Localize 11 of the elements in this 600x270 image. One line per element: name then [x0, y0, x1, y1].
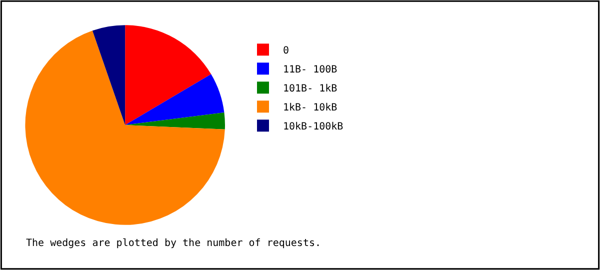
text: The wedges are plotted by the number of requests.	[26, 238, 322, 249]
pie-slice	[25, 30, 225, 225]
pie-slice	[125, 74, 224, 126]
pie-slice	[92, 25, 126, 126]
legend-label: 11B- 100B	[283, 64, 338, 76]
legend-label: 1kB- 10kB	[283, 102, 338, 114]
legend-label: 10kB-100kB	[283, 122, 344, 132]
legend-label: 101B- 1kB	[283, 84, 338, 94]
pie-slice	[125, 25, 212, 126]
legend-label: 0	[283, 46, 290, 56]
pie-slice	[125, 112, 225, 130]
